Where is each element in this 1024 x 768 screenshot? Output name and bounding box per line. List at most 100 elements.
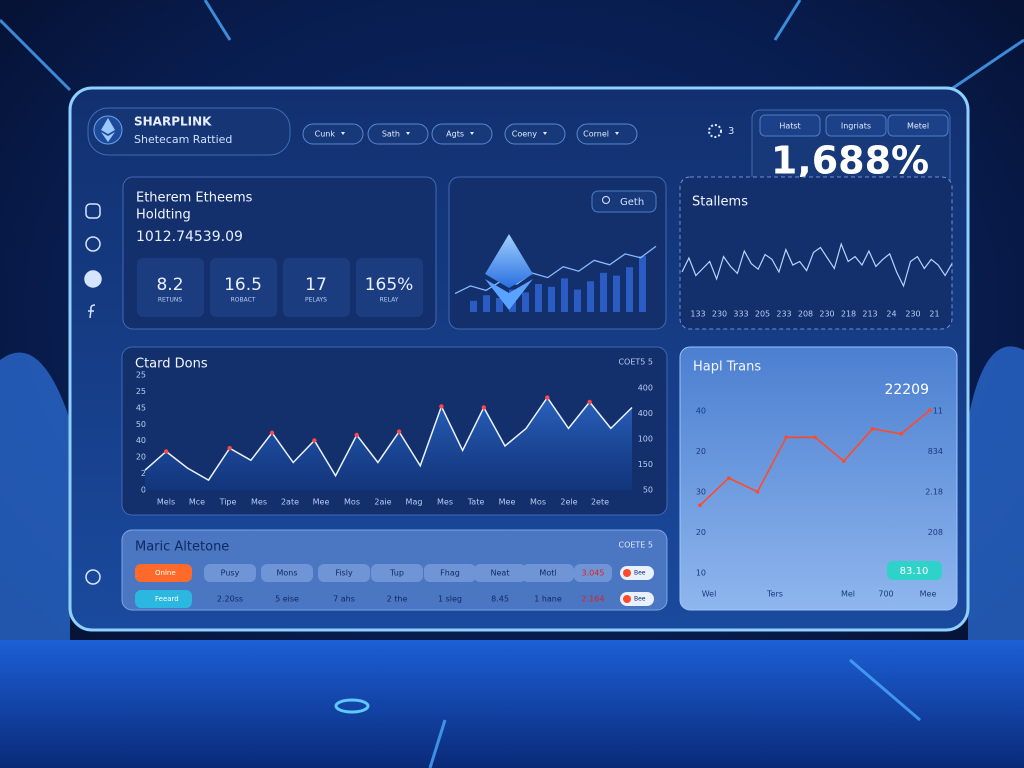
- row-button[interactable]: [135, 590, 192, 608]
- nav-pill[interactable]: [431, 123, 493, 145]
- cell-text: Fhag: [440, 569, 460, 578]
- top-tab-label: Ingriats: [841, 122, 871, 131]
- main-x-label: Tate: [467, 498, 485, 507]
- trans-dot: [698, 503, 702, 508]
- main-x-label: 2ele: [560, 498, 577, 507]
- trans-x-label: Ters: [766, 590, 783, 599]
- cell-text: 1 sleg: [438, 595, 462, 604]
- stat-label: ROBACT: [231, 297, 256, 304]
- stallems-x-label: 230: [712, 310, 727, 319]
- main-left-label: 2: [141, 469, 146, 478]
- row-button[interactable]: [135, 564, 192, 582]
- nav-pill[interactable]: [367, 123, 429, 145]
- eth-logo: [485, 279, 533, 310]
- trans-dot: [755, 489, 760, 494]
- sidebar-icon[interactable]: [85, 569, 101, 585]
- table-title: Maric Altetone: [135, 540, 229, 555]
- eth-bar: [548, 286, 555, 312]
- trans-dot: [899, 432, 904, 436]
- stallems-x-label: 24: [886, 310, 896, 319]
- stat-value: 16.5: [224, 275, 262, 295]
- stallems-card: [679, 176, 953, 330]
- trans-right-label: 208: [928, 528, 943, 537]
- top-tab[interactable]: [825, 114, 887, 137]
- right-glow: [968, 346, 1024, 640]
- trans-left-label: 30: [696, 488, 706, 497]
- table-note: COETE 5: [618, 541, 653, 550]
- eth-bar: [470, 300, 477, 312]
- stat-box: [283, 258, 350, 317]
- stats: 8.2 RETUNS 16.5 ROBACT 17 PELAYS 165% RELAY: [137, 258, 423, 317]
- stat-value: 8.2: [156, 275, 183, 295]
- nav-pill[interactable]: [504, 123, 566, 145]
- main-peak-dot: [481, 405, 486, 410]
- main-right-label: 150: [638, 460, 653, 469]
- eth-bar: [574, 289, 581, 312]
- main-peak-dot: [163, 449, 169, 454]
- eth-logo: [485, 234, 533, 288]
- cell-text: Pusy: [221, 569, 240, 578]
- cell-text: 5 eise: [275, 595, 299, 604]
- trans-value: 22209: [884, 382, 929, 398]
- geth-button[interactable]: [591, 190, 657, 213]
- stallems-x-label: 133: [690, 310, 705, 319]
- main-x-label: Mos: [344, 498, 360, 507]
- stallems-x-label: 333: [733, 310, 748, 319]
- sidebar: [84, 203, 102, 585]
- cell-text: 2.20ss: [217, 595, 243, 604]
- stallems-line: [681, 242, 953, 288]
- nav-bar: Cunk Sath Agts Coeny Cornel: [302, 123, 638, 145]
- top-tab-label: Hatst: [779, 122, 800, 131]
- stat-box: [210, 258, 277, 317]
- main-line: [144, 396, 633, 482]
- trans-x-label: Mee: [920, 590, 937, 599]
- sidebar-icon[interactable]: [85, 203, 101, 219]
- sidebar-icon[interactable]: [85, 236, 101, 252]
- top-tabs: Hatst Ingriats Metel: [759, 114, 949, 137]
- trans-dot: [841, 459, 846, 463]
- sidebar-icon[interactable]: [84, 270, 102, 288]
- main-peak-dot: [545, 395, 550, 400]
- cell-text: 2 the: [387, 595, 408, 604]
- nav-pill[interactable]: [302, 123, 364, 145]
- notification-count: 3: [728, 126, 734, 137]
- main-right-label: 400: [638, 384, 653, 393]
- sidebar-icon[interactable]: [88, 304, 96, 319]
- trans-button-label: 83.10: [900, 566, 929, 577]
- stat-box: [356, 258, 423, 317]
- cell-pill: [574, 564, 612, 582]
- cell-text: Neat: [491, 569, 510, 578]
- trans-right-label: 11: [933, 407, 943, 416]
- holdings-title: Etherem Etheems: [136, 191, 253, 206]
- nav-pill[interactable]: [576, 123, 638, 145]
- nav-caret: [615, 132, 619, 135]
- trans-right-label: 834: [928, 447, 943, 456]
- main-left-label: 40: [136, 436, 146, 445]
- settings-icon[interactable]: [708, 124, 722, 138]
- main-left-label: 50: [136, 420, 146, 429]
- main-x-label: Mes: [251, 498, 267, 507]
- main-peak-dot: [587, 399, 592, 405]
- top-tab[interactable]: [759, 114, 821, 137]
- trans-left-label: 40: [696, 407, 706, 416]
- brand-title: SHARPLINK: [134, 115, 212, 129]
- stat-label: RELAY: [380, 297, 399, 304]
- top-tab[interactable]: [887, 114, 949, 137]
- cell-pill: [522, 564, 574, 582]
- trans-dot: [928, 408, 932, 412]
- stallems-title: Stallems: [692, 195, 748, 210]
- main-left-label: 25: [136, 387, 146, 396]
- main-chart-title: Ctard Dons: [135, 357, 208, 372]
- stat-value: 17: [305, 275, 327, 295]
- eth-bar: [613, 275, 620, 312]
- main-left-label: 20: [136, 453, 146, 462]
- cell-pill: [204, 564, 256, 582]
- toggle-knob: [623, 595, 631, 603]
- eth-bar: [483, 295, 490, 312]
- main-peak-dot: [354, 432, 359, 438]
- eth-bar: [535, 284, 542, 312]
- brand-subtitle: Shetecam Rattied: [134, 133, 232, 146]
- trans-button[interactable]: [887, 561, 942, 580]
